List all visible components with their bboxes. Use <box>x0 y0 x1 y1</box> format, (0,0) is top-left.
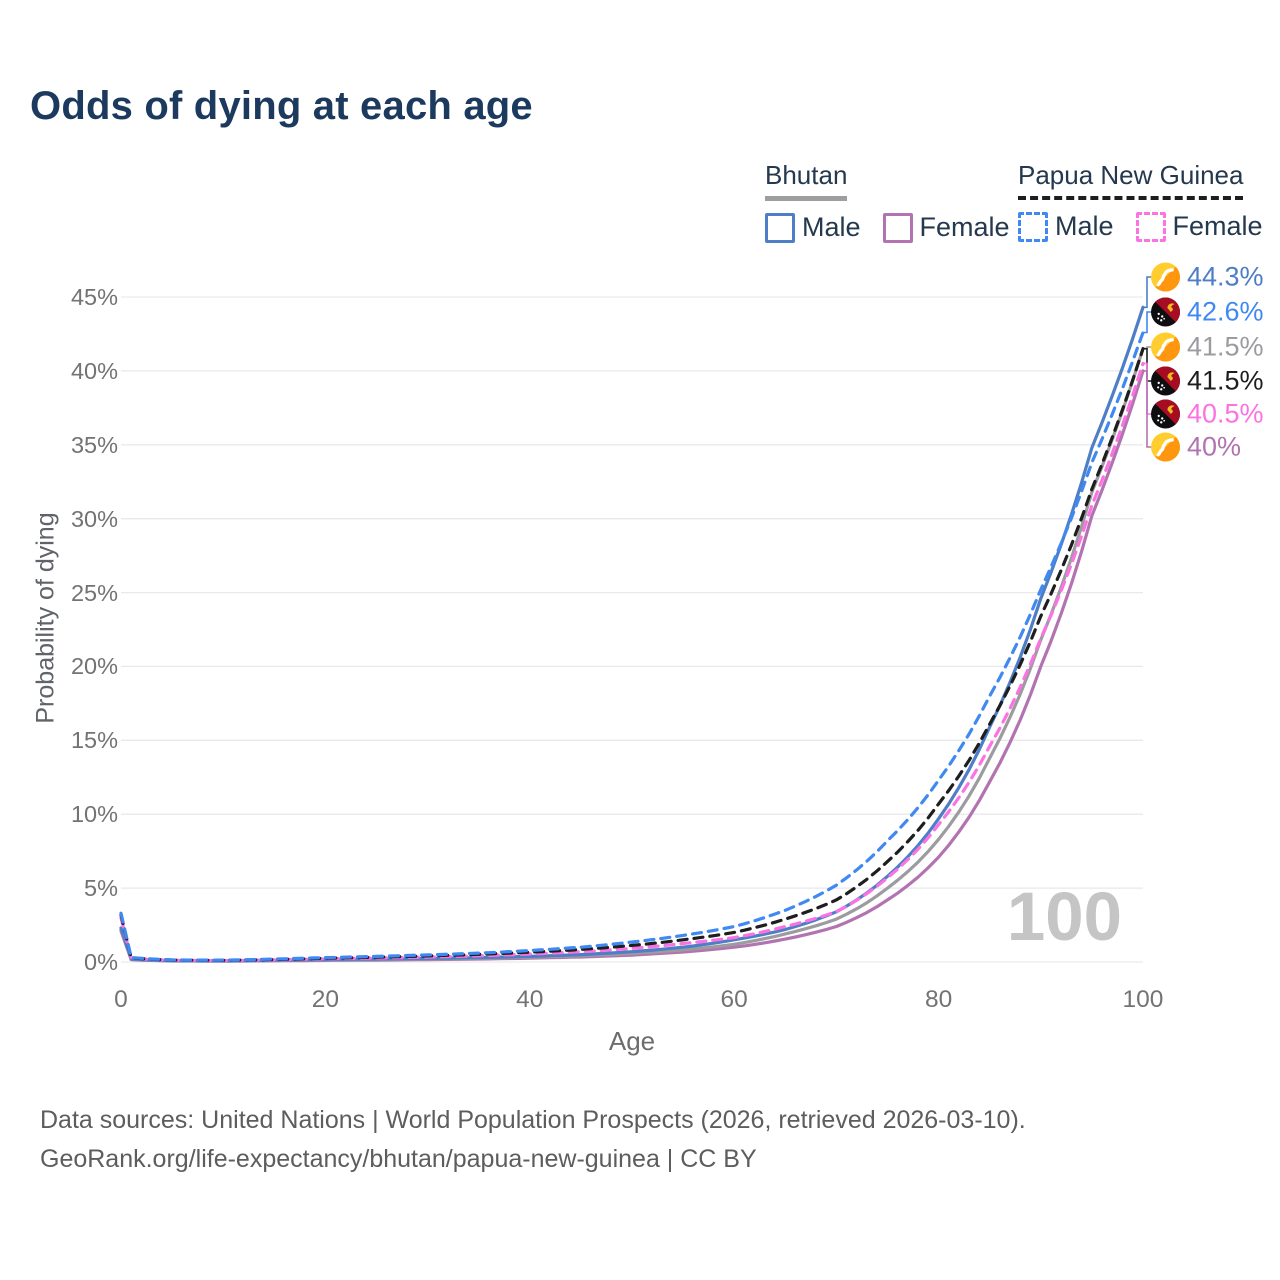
x-tick-label: 100 <box>1122 986 1164 1013</box>
y-tick-label: 40% <box>70 357 118 384</box>
y-tick-label: 30% <box>70 505 118 532</box>
series-line-bhutan-both[interactable] <box>119 347 1145 963</box>
legend-item-png-female[interactable]: Female <box>1135 211 1263 242</box>
legend-item-bhutan-female[interactable]: Female <box>882 212 1010 243</box>
bhutan-flag-icon <box>1151 332 1180 362</box>
end-label-papua-new-guinea-female: 40.5% <box>1151 399 1264 430</box>
x-tick-label: 0 <box>114 986 128 1013</box>
page-title: Odds of dying at each age <box>30 84 533 128</box>
x-tick-label: 20 <box>311 986 340 1013</box>
y-tick-label: 10% <box>70 801 118 828</box>
y-tick-label: 20% <box>70 653 118 680</box>
y-tick-label: 25% <box>70 579 118 606</box>
legend-group-title-bhutan[interactable]: Bhutan <box>765 160 848 201</box>
legend-item-label: Female <box>1172 211 1263 241</box>
end-label-value: 42.6% <box>1187 296 1264 327</box>
series-line-papua-new-guinea-male[interactable] <box>119 330 1145 962</box>
y-tick-label: 15% <box>70 727 118 754</box>
end-label-papua-new-guinea-male: 42.6% <box>1151 297 1264 328</box>
x-tick-label: 80 <box>924 986 953 1013</box>
legend-group-bhutan: Bhutan Male Female <box>765 160 1010 243</box>
end-label-leader-line <box>1143 311 1152 334</box>
y-tick-label: 0% <box>84 949 118 975</box>
y-tick-label: 5% <box>84 875 118 902</box>
end-label-bhutan-female: 40% <box>1151 432 1241 463</box>
legend-item-label: Male <box>1055 211 1114 241</box>
bhutan-male-swatch-icon <box>765 212 795 243</box>
series-line-papua-new-guinea-both[interactable] <box>119 347 1145 962</box>
bhutan-female-swatch-icon <box>882 212 913 243</box>
end-label-leader-line <box>1143 276 1152 309</box>
footer-attribution: GeoRank.org/life-expectancy/bhutan/papua… <box>40 1145 757 1173</box>
papua-new-guinea-flag-icon <box>1151 366 1180 396</box>
legend-item-png-male[interactable]: Male <box>1018 211 1114 242</box>
y-axis-title: Probability of dying <box>31 512 60 724</box>
end-label-value: 41.5% <box>1187 331 1264 362</box>
end-label-papua-new-guinea-both: 41.5% <box>1151 366 1264 397</box>
series-line-papua-new-guinea-female[interactable] <box>119 361 1145 963</box>
footer-data-sources: Data sources: United Nations | World Pop… <box>40 1106 1026 1134</box>
papua-new-guinea-flag-icon <box>1151 297 1180 327</box>
legend-item-label: Male <box>802 212 861 242</box>
y-tick-label: 35% <box>70 431 118 458</box>
legend-item-label: Female <box>919 212 1010 242</box>
end-label-value: 40% <box>1187 431 1242 462</box>
end-label-value: 44.3% <box>1187 261 1264 292</box>
end-label-value: 40.5% <box>1187 398 1264 429</box>
series-line-bhutan-male[interactable] <box>119 305 1145 963</box>
legend-group-papua-new-guinea: Papua New Guinea Male Female <box>1018 160 1263 242</box>
bhutan-flag-icon <box>1151 262 1180 292</box>
x-axis-title: Age <box>608 1026 656 1056</box>
png-female-swatch-icon <box>1135 211 1166 242</box>
x-tick-label: 40 <box>516 986 544 1013</box>
end-label-bhutan-male: 44.3% <box>1151 262 1264 293</box>
x-tick-label: 60 <box>720 986 748 1013</box>
hover-age-watermark: 100 <box>1006 878 1122 955</box>
png-male-swatch-icon <box>1018 211 1048 242</box>
end-label-value: 41.5% <box>1187 365 1264 396</box>
y-tick-label: 45% <box>70 284 118 310</box>
papua-new-guinea-flag-icon <box>1151 399 1180 429</box>
legend-item-bhutan-male[interactable]: Male <box>765 212 861 243</box>
bhutan-flag-icon <box>1151 432 1180 462</box>
legend-group-title-papua-new-guinea[interactable]: Papua New Guinea <box>1018 160 1244 200</box>
end-label-bhutan-both: 41.5% <box>1151 332 1264 363</box>
end-label-leader-line <box>1143 370 1152 448</box>
